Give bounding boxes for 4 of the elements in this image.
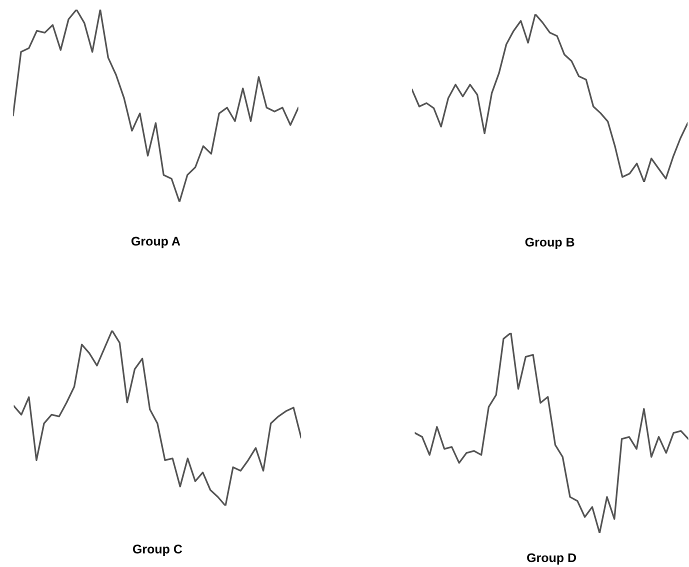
x-axis-title: Group D xyxy=(527,553,576,565)
x-axis-title: Group B xyxy=(525,238,574,250)
x-axis-title: Group C xyxy=(132,544,182,556)
x-axis-title: Group A xyxy=(131,236,180,248)
